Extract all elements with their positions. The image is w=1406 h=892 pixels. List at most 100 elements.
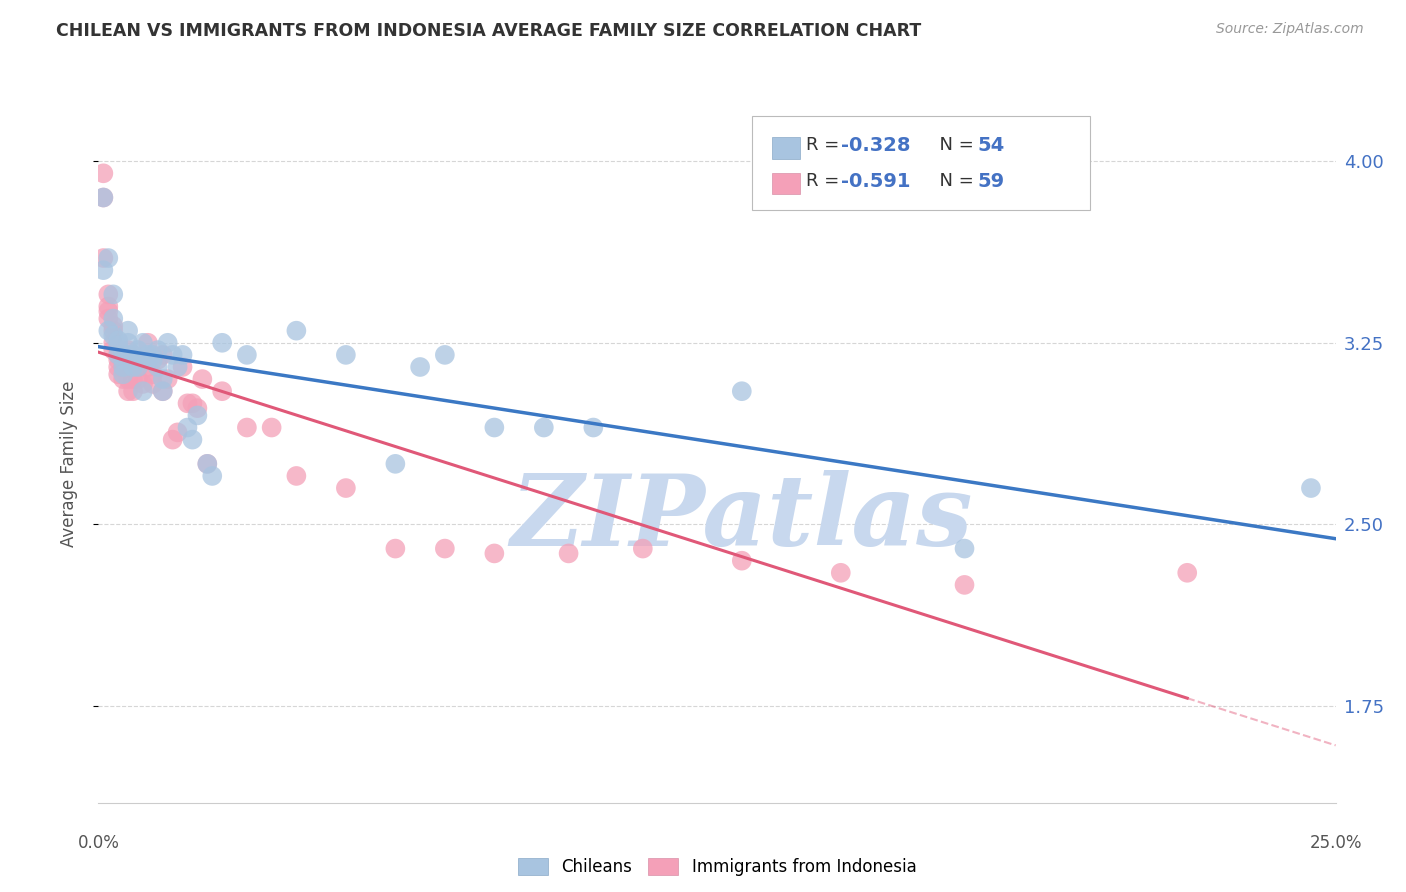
- Point: [557, 546, 579, 560]
- Point: [103, 324, 125, 338]
- Point: [93, 251, 115, 265]
- Text: N =: N =: [928, 136, 980, 154]
- Text: -0.328: -0.328: [841, 136, 910, 155]
- Point: [384, 457, 406, 471]
- Point: [107, 359, 129, 374]
- Point: [156, 372, 179, 386]
- Text: -0.591: -0.591: [841, 171, 910, 191]
- Point: [127, 343, 149, 357]
- Point: [181, 433, 204, 447]
- Point: [285, 469, 308, 483]
- Point: [533, 420, 555, 434]
- Text: N =: N =: [928, 172, 980, 190]
- Point: [136, 352, 159, 367]
- Point: [260, 420, 283, 434]
- Point: [731, 554, 754, 568]
- Point: [97, 287, 120, 301]
- Text: 25.0%: 25.0%: [1309, 834, 1362, 852]
- Point: [122, 384, 145, 399]
- Point: [132, 384, 155, 399]
- Point: [433, 348, 456, 362]
- Point: [93, 166, 115, 180]
- Legend: Chileans, Immigrants from Indonesia: Chileans, Immigrants from Indonesia: [510, 851, 924, 882]
- Point: [172, 359, 194, 374]
- Point: [186, 409, 208, 423]
- Point: [112, 348, 135, 362]
- Point: [186, 401, 208, 416]
- Text: R =: R =: [806, 136, 845, 154]
- Point: [236, 348, 259, 362]
- Point: [117, 384, 139, 399]
- Point: [152, 372, 174, 386]
- Point: [285, 324, 308, 338]
- Point: [433, 541, 456, 556]
- Point: [195, 457, 218, 471]
- Point: [953, 578, 976, 592]
- Point: [93, 263, 115, 277]
- Text: CHILEAN VS IMMIGRANTS FROM INDONESIA AVERAGE FAMILY SIZE CORRELATION CHART: CHILEAN VS IMMIGRANTS FROM INDONESIA AVE…: [56, 22, 921, 40]
- Point: [112, 368, 135, 382]
- Point: [122, 348, 145, 362]
- Point: [166, 359, 188, 374]
- Text: 0.0%: 0.0%: [77, 834, 120, 852]
- Point: [142, 368, 165, 382]
- Point: [107, 352, 129, 367]
- Point: [97, 251, 120, 265]
- Point: [582, 420, 605, 434]
- Point: [1299, 481, 1322, 495]
- Point: [103, 328, 125, 343]
- Text: 59: 59: [977, 171, 1004, 191]
- Point: [132, 352, 155, 367]
- Point: [132, 335, 155, 350]
- Point: [335, 348, 357, 362]
- Point: [127, 372, 149, 386]
- Point: [146, 352, 169, 367]
- Point: [107, 348, 129, 362]
- Point: [122, 372, 145, 386]
- Point: [181, 396, 204, 410]
- Point: [176, 396, 198, 410]
- Point: [107, 338, 129, 352]
- Point: [93, 190, 115, 204]
- Point: [112, 359, 135, 374]
- Point: [107, 334, 129, 348]
- Point: [122, 348, 145, 362]
- Point: [117, 335, 139, 350]
- Point: [152, 384, 174, 399]
- Point: [146, 359, 169, 374]
- Point: [97, 300, 120, 314]
- Point: [127, 359, 149, 374]
- Point: [117, 352, 139, 367]
- Point: [195, 457, 218, 471]
- Point: [97, 324, 120, 338]
- Point: [142, 352, 165, 367]
- Point: [117, 324, 139, 338]
- Point: [201, 469, 224, 483]
- Point: [731, 384, 754, 399]
- Point: [107, 368, 129, 382]
- Point: [172, 348, 194, 362]
- Point: [122, 352, 145, 367]
- Point: [112, 372, 135, 386]
- Point: [136, 348, 159, 362]
- Point: [830, 566, 852, 580]
- Point: [162, 433, 184, 447]
- Point: [484, 546, 506, 560]
- Point: [156, 335, 179, 350]
- Point: [103, 318, 125, 333]
- Point: [211, 335, 233, 350]
- Point: [93, 190, 115, 204]
- Point: [117, 343, 139, 357]
- Point: [112, 359, 135, 374]
- Point: [191, 372, 214, 386]
- Point: [335, 481, 357, 495]
- Point: [103, 343, 125, 357]
- Point: [103, 335, 125, 350]
- Point: [103, 311, 125, 326]
- Point: [152, 348, 174, 362]
- Point: [152, 384, 174, 399]
- Point: [136, 335, 159, 350]
- Point: [211, 384, 233, 399]
- Point: [142, 348, 165, 362]
- Point: [112, 348, 135, 362]
